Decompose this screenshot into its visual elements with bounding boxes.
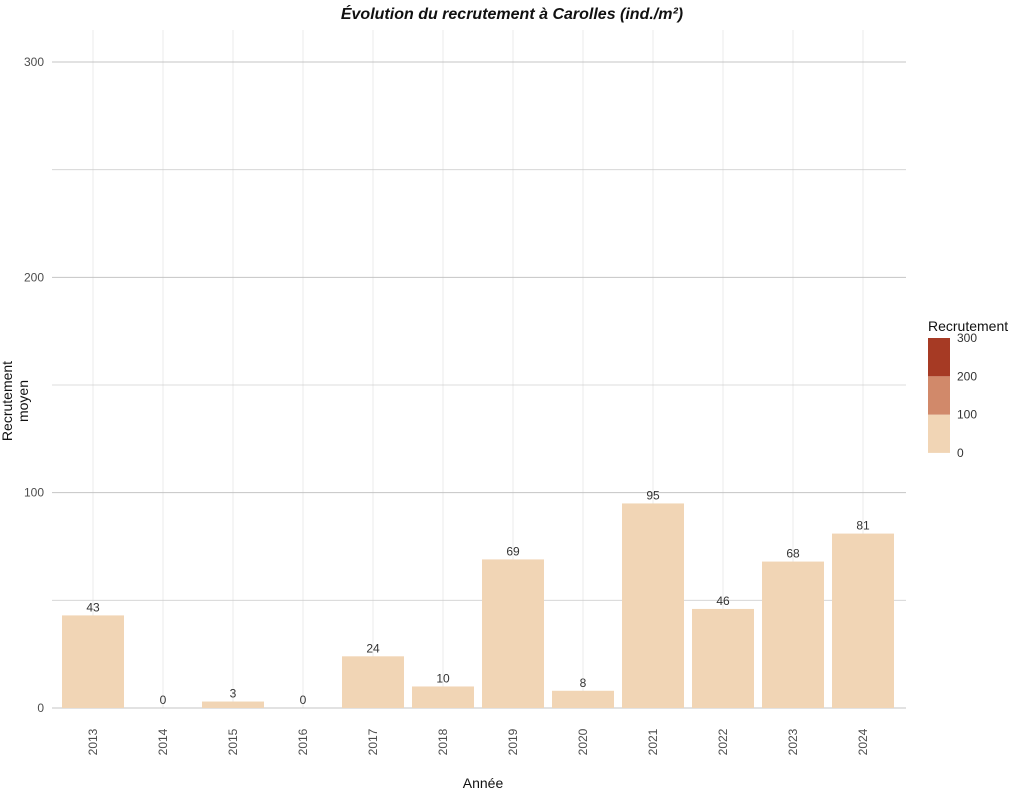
legend-label: 100 <box>957 408 977 422</box>
x-tick-label: 2014 <box>156 728 170 755</box>
legend-swatch <box>928 376 950 415</box>
legend-swatch <box>928 338 950 377</box>
bar-value-label: 46 <box>716 594 730 608</box>
x-tick-label: 2024 <box>856 728 870 755</box>
x-tick-label: 2015 <box>226 728 240 755</box>
bar <box>552 690 614 708</box>
bar-value-label: 0 <box>160 693 167 707</box>
bar <box>202 701 264 708</box>
x-tick-label: 2017 <box>366 728 380 755</box>
legend-swatch <box>928 414 950 453</box>
x-tick-label: 2023 <box>786 728 800 755</box>
bar <box>832 533 894 708</box>
legend-label: 200 <box>957 369 977 383</box>
bar <box>762 561 824 708</box>
legend-label: 0 <box>957 446 964 460</box>
bar-value-label: 0 <box>300 693 307 707</box>
y-tick-label: 200 <box>24 270 44 284</box>
x-axis-title: Année <box>462 775 504 791</box>
y-axis-title: Recrutement moyen <box>0 360 31 442</box>
bar-value-label: 43 <box>86 600 100 614</box>
x-tick-label: 2020 <box>576 728 590 755</box>
bar-value-label: 81 <box>856 519 870 533</box>
bar <box>342 656 404 708</box>
bar <box>62 615 124 708</box>
y-tick-label: 100 <box>24 486 44 500</box>
bar-value-label: 10 <box>436 671 450 685</box>
bar-value-label: 69 <box>506 544 520 558</box>
x-tick-label: 2022 <box>716 728 730 755</box>
bar <box>622 503 684 708</box>
y-tick-label: 300 <box>24 55 44 69</box>
x-tick-label: 2019 <box>506 728 520 755</box>
x-tick-label: 2016 <box>296 728 310 755</box>
bar <box>412 686 474 708</box>
bar-value-label: 8 <box>580 676 587 690</box>
y-tick-label: 0 <box>37 701 44 715</box>
x-tick-label: 2018 <box>436 728 450 755</box>
x-tick-label: 2013 <box>86 728 100 755</box>
bar-value-label: 24 <box>366 641 380 655</box>
legend-title: Recrutement <box>928 318 1009 334</box>
bar-value-label: 68 <box>786 547 800 561</box>
bar-value-label: 3 <box>230 687 237 701</box>
bar <box>482 559 544 708</box>
bar-value-label: 95 <box>646 488 660 502</box>
legend-label: 300 <box>957 331 977 345</box>
x-tick-label: 2021 <box>646 728 660 755</box>
chart-title: Évolution du recrutement à Carolles (ind… <box>340 6 684 23</box>
bar <box>692 608 754 708</box>
